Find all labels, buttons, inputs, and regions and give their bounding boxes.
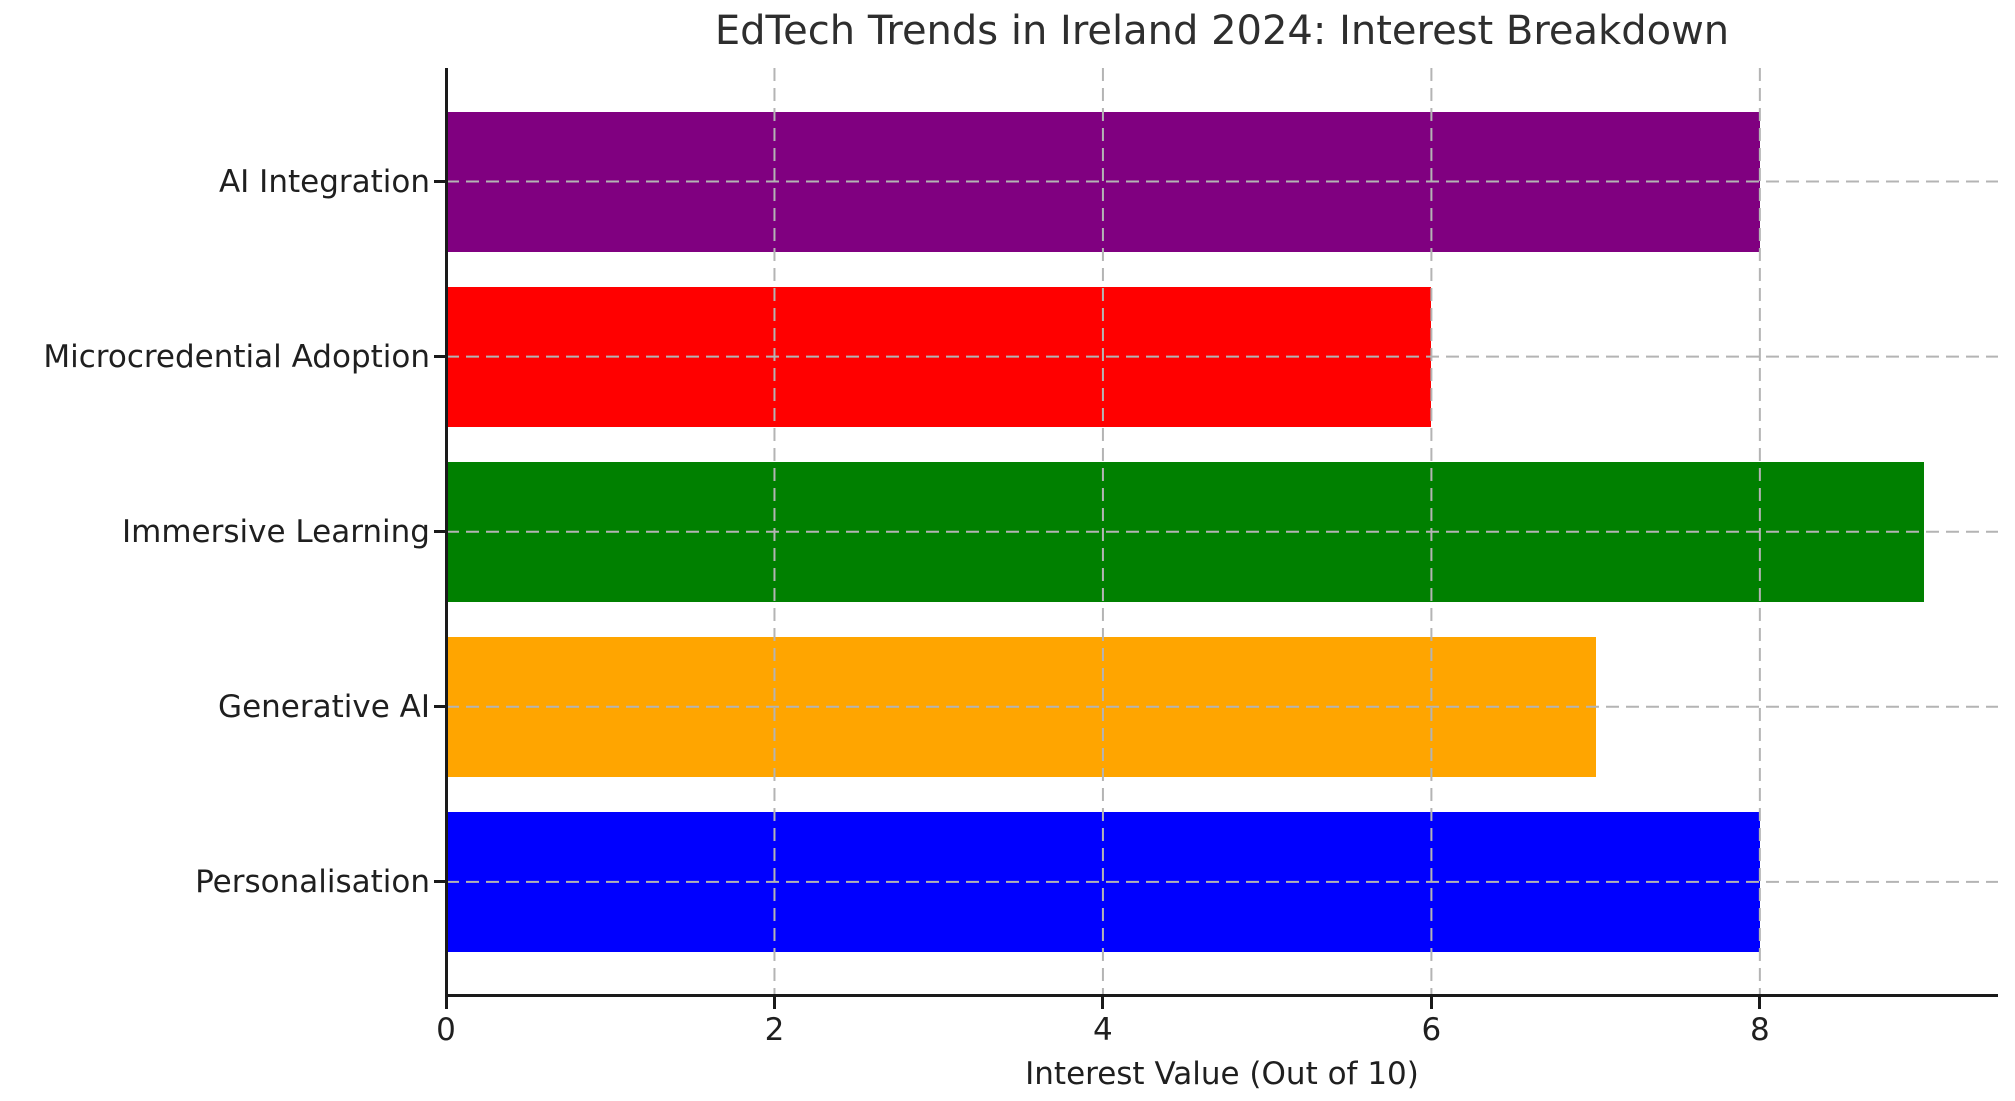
x-tick-label-0: 0 — [436, 1012, 456, 1048]
bar-microcredential-adoption — [448, 286, 1432, 427]
y-tick-personalisation — [434, 880, 446, 884]
x-tick-label-8: 8 — [1749, 1012, 1770, 1048]
x-tick-label-2: 2 — [764, 1012, 785, 1048]
x-axis-spine — [445, 994, 1998, 997]
y-tick-ai-integration — [434, 180, 446, 183]
x-tick-6 — [1429, 997, 1433, 1009]
x-tick-0 — [444, 997, 448, 1009]
y-tick-immersive-learning — [434, 530, 446, 534]
y-tick-label-microcredential-adoption: Microcredential Adoption — [43, 338, 430, 375]
bar-immersive-learning — [448, 461, 1925, 602]
y-tick-label-immersive-learning: Immersive Learning — [122, 513, 430, 550]
y-tick-generative-ai — [434, 705, 446, 709]
y-tick-label-personalisation: Personalisation — [195, 863, 430, 900]
bar-generative-ai — [448, 636, 1596, 777]
bar-personalisation — [448, 811, 1760, 952]
x-tick-label-6: 6 — [1421, 1012, 1442, 1048]
bar-ai-integration — [448, 111, 1760, 252]
x-tick-label-4: 4 — [1093, 1012, 1113, 1048]
x-tick-4 — [1101, 997, 1105, 1009]
chart-title: EdTech Trends in Ireland 2024: Interest … — [714, 8, 1730, 54]
x-axis-label: Interest Value (Out of 10) — [1025, 1056, 1419, 1092]
y-tick-microcredential-adoption — [434, 355, 446, 359]
x-tick-2 — [772, 997, 776, 1009]
y-tick-label-ai-integration: AI Integration — [218, 163, 430, 200]
y-tick-label-generative-ai: Generative AI — [218, 688, 430, 725]
x-tick-8 — [1758, 997, 1762, 1009]
